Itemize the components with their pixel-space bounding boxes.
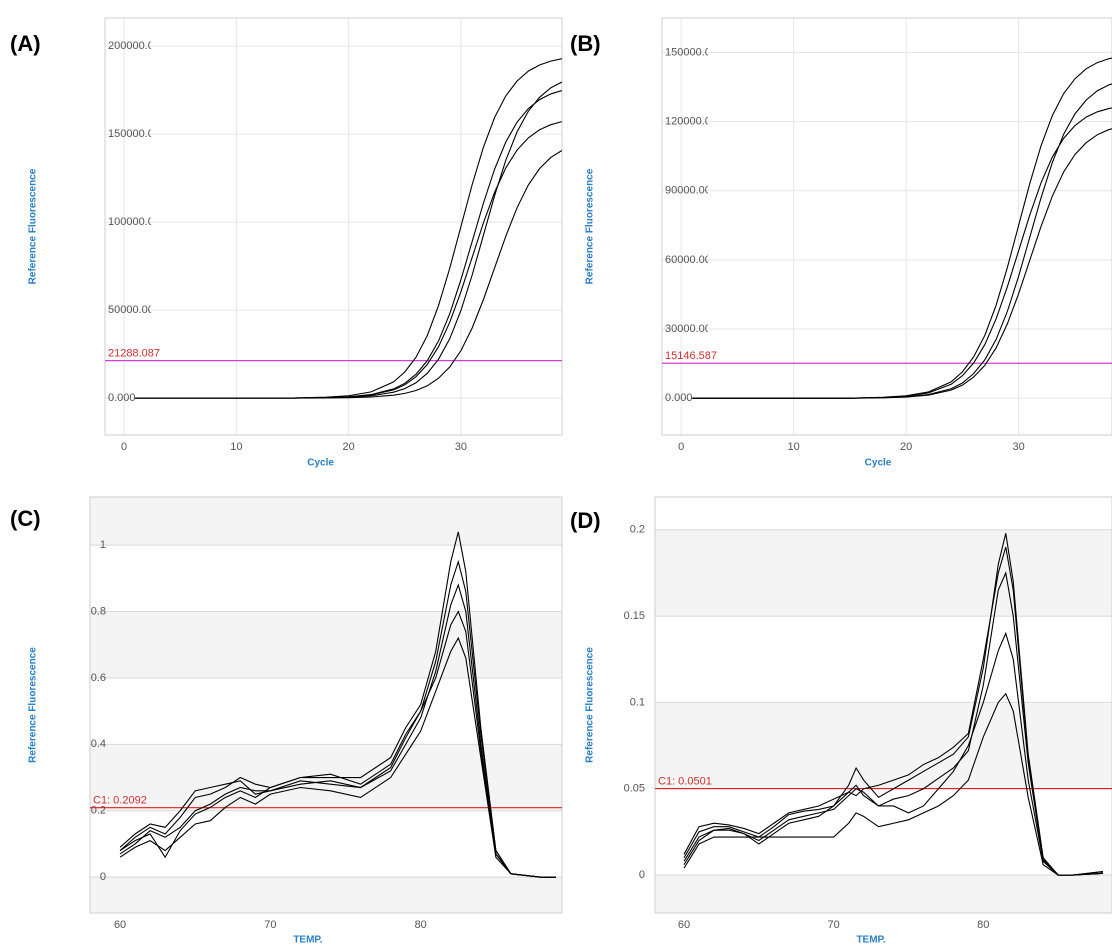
x-tick-label: 0 [678,441,684,453]
y-axis-label: Reference Fluorescence [28,647,39,763]
y-tick-label: 0.1 [630,696,645,708]
x-tick-label: 80 [415,919,427,931]
threshold-label: 21288.087 [108,348,160,360]
plot-frame [654,496,1112,914]
curve [683,631,1104,876]
curve [692,57,1112,399]
y-tick-label: 0.4 [91,738,106,750]
band [655,875,1112,913]
band [90,611,562,678]
y-tick-label: 0.2 [630,524,645,536]
x-tick-label: 30 [1013,441,1025,453]
threshold-label: 15146.587 [665,350,717,362]
curve [119,531,556,878]
y-tick-label: 150000.000 [108,128,166,140]
curve [683,546,1104,876]
y-axis-label: Reference Fluorescence [28,168,39,284]
y-axis-label: Reference Fluorescence [585,647,596,763]
panel-label: (B) [570,31,601,56]
x-tick-label: 80 [977,919,989,931]
band [90,497,562,546]
y-tick-label: 200000.000 [108,40,166,52]
y-tick-labels: 0.000 50000.000 100000.000 150000.000 200000… [108,40,166,404]
y-tick-label: 120000.000 [665,116,723,128]
x-tick-label: 20 [343,441,355,453]
x-axis-label: TEMP. [856,935,885,946]
curve [692,83,1112,399]
y-tick-label: 0 [100,871,106,883]
panel-label: (C) [10,506,41,531]
y-tick-label: 60000.000 [665,254,717,266]
plot-frame [661,17,1112,436]
y-tick-label: 0 [639,869,645,881]
curves [683,533,1104,876]
x-tick-label: 60 [114,919,126,931]
y-tick-label: 150000.000 [665,46,723,58]
y-tick-label: 1 [100,539,106,551]
curve [683,533,1104,876]
curves [135,58,562,399]
curve [119,610,556,878]
y-tick-label: 90000.000 [665,185,717,197]
x-tick-label: 20 [900,441,912,453]
curve [692,128,1112,399]
plot-frame [104,17,563,436]
y-tick-label: 0.15 [624,610,645,622]
x-tick-label: 10 [788,441,800,453]
x-axis-label: Cycle [307,458,334,469]
x-tick-label: 70 [264,919,276,931]
y-tick-label: 0.000 [108,392,136,404]
plot-frame [89,496,563,914]
y-tick-label: 0.05 [624,783,645,795]
threshold-label: C1: 0.0501 [658,775,712,787]
curve [119,559,556,878]
x-axis-label: TEMP. [293,935,322,946]
y-tick-label: 0.000 [665,392,693,404]
y-tick-label: 30000.000 [665,323,717,335]
panel: 0 0.05 0.1 0.15 0.2 60 70 80 C1: 0.0501 Reference… [570,496,1112,946]
curve [692,107,1112,399]
x-axis-label: Cycle [865,458,892,469]
curve [119,583,556,878]
x-tick-label: 0 [121,441,127,453]
y-tick-label: 100000.000 [108,216,166,228]
curve [119,636,556,878]
threshold-label: C1: 0.2092 [93,795,147,807]
curve [135,150,562,399]
y-tick-label: 50000.000 [108,304,160,316]
x-tick-label: 30 [455,441,467,453]
x-tick-label: 70 [828,919,840,931]
curves [692,57,1112,399]
band [655,529,1112,617]
panel-label: (A) [10,31,41,56]
y-tick-labels: 0.000 30000.000 60000.000 90000.000 120000.0… [665,46,723,404]
curves [119,531,556,878]
band [655,702,1112,789]
y-tick-label: 0.6 [91,672,106,684]
panel: 0.000 30000.000 60000.000 90000.000 120000.0… [570,17,1112,469]
panel: 0.000 50000.000 100000.000 150000.000 200000… [10,17,563,469]
x-tick-label: 60 [678,919,690,931]
x-tick-label: 10 [230,441,242,453]
band [90,877,562,913]
y-axis-label: Reference Fluorescence [585,168,596,284]
panel-label: (D) [570,508,601,533]
y-tick-label: 0.8 [91,605,106,617]
curve [683,692,1104,876]
curve [683,571,1104,876]
